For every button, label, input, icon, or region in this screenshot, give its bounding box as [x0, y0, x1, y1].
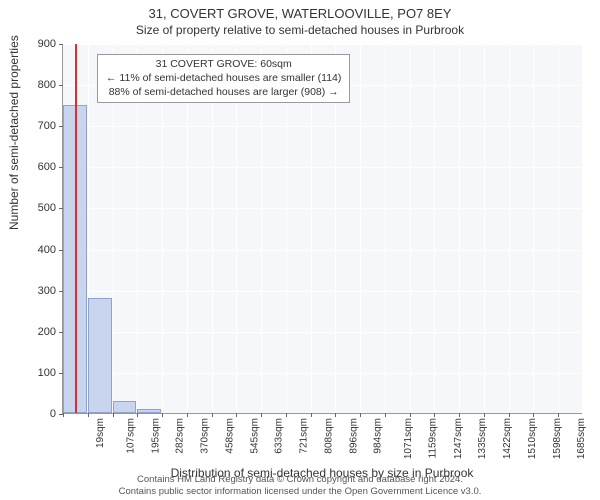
y-tick-label: 500	[26, 202, 56, 214]
x-tick-label: 1685sqm	[577, 418, 588, 459]
x-tick-mark	[484, 413, 485, 417]
gridline-h	[63, 291, 582, 292]
gridline-h	[63, 373, 582, 374]
y-tick-label: 300	[26, 285, 56, 297]
gridline-v	[385, 44, 386, 413]
plot-outer: 31 COVERT GROVE: 60sqm← 11% of semi-deta…	[62, 44, 582, 414]
gridline-v	[410, 44, 411, 413]
plot-area: 31 COVERT GROVE: 60sqm← 11% of semi-deta…	[62, 44, 582, 414]
gridline-h	[63, 126, 582, 127]
x-tick-label: 1247sqm	[453, 418, 464, 459]
y-tick-label: 800	[26, 79, 56, 91]
x-tick-mark	[88, 413, 89, 417]
x-tick-mark	[187, 413, 188, 417]
x-tick-mark	[236, 413, 237, 417]
y-tick-label: 600	[26, 161, 56, 173]
x-tick-label: 984sqm	[373, 418, 384, 454]
x-tick-mark	[434, 413, 435, 417]
y-tick-label: 0	[26, 408, 56, 420]
x-tick-mark	[335, 413, 336, 417]
x-tick-mark	[459, 413, 460, 417]
x-tick-mark	[385, 413, 386, 417]
x-tick-label: 808sqm	[323, 418, 334, 454]
bar	[137, 409, 161, 413]
x-tick-label: 1159sqm	[427, 418, 438, 458]
y-tick-mark	[59, 44, 63, 45]
annotation-line-1: 31 COVERT GROVE: 60sqm	[106, 58, 341, 72]
x-tick-mark	[113, 413, 114, 417]
x-tick-mark	[533, 413, 534, 417]
gridline-v	[459, 44, 460, 413]
footer-attribution: Contains HM Land Registry data © Crown c…	[0, 474, 600, 498]
gridline-v	[360, 44, 361, 413]
gridline-h	[63, 208, 582, 209]
annotation-box: 31 COVERT GROVE: 60sqm← 11% of semi-deta…	[97, 54, 350, 103]
gridline-v	[558, 44, 559, 413]
y-tick-mark	[59, 85, 63, 86]
x-tick-label: 1510sqm	[527, 418, 538, 459]
x-tick-mark	[137, 413, 138, 417]
x-tick-mark	[162, 413, 163, 417]
gridline-v	[484, 44, 485, 413]
bar	[113, 401, 137, 413]
x-tick-label: 282sqm	[175, 418, 186, 454]
x-tick-label: 721sqm	[299, 418, 310, 454]
x-tick-label: 1071sqm	[403, 418, 414, 459]
gridline-v	[434, 44, 435, 413]
x-tick-label: 107sqm	[125, 418, 136, 454]
bar	[88, 298, 112, 413]
x-tick-mark	[212, 413, 213, 417]
chart-title-main: 31, COVERT GROVE, WATERLOOVILLE, PO7 8EY	[0, 0, 600, 21]
gridline-v	[533, 44, 534, 413]
x-tick-label: 1598sqm	[552, 418, 563, 459]
x-tick-mark	[410, 413, 411, 417]
y-tick-label: 200	[26, 326, 56, 338]
chart-container: 31, COVERT GROVE, WATERLOOVILLE, PO7 8EY…	[0, 0, 600, 500]
annotation-line-2: ← 11% of semi-detached houses are smalle…	[106, 72, 341, 86]
x-tick-mark	[63, 413, 64, 417]
y-tick-label: 400	[26, 244, 56, 256]
y-axis-title: Number of semi-detached properties	[7, 35, 21, 230]
gridline-h	[63, 44, 582, 45]
x-tick-label: 19sqm	[95, 418, 106, 448]
x-tick-label: 545sqm	[249, 418, 260, 454]
gridline-h	[63, 250, 582, 251]
y-tick-label: 900	[26, 38, 56, 50]
highlight-line	[75, 44, 77, 413]
x-tick-mark	[509, 413, 510, 417]
gridline-h	[63, 332, 582, 333]
x-tick-label: 370sqm	[200, 418, 211, 454]
x-tick-label: 1335sqm	[478, 418, 489, 459]
x-tick-label: 1422sqm	[502, 418, 513, 459]
footer-line-1: Contains HM Land Registry data © Crown c…	[0, 474, 600, 486]
x-tick-label: 195sqm	[150, 418, 161, 454]
x-tick-mark	[261, 413, 262, 417]
x-tick-mark	[311, 413, 312, 417]
x-tick-mark	[360, 413, 361, 417]
y-tick-label: 100	[26, 367, 56, 379]
annotation-line-3: 88% of semi-detached houses are larger (…	[106, 86, 341, 100]
x-tick-label: 896sqm	[348, 418, 359, 454]
gridline-v	[509, 44, 510, 413]
x-tick-mark	[558, 413, 559, 417]
chart-title-sub: Size of property relative to semi-detach…	[0, 21, 600, 37]
gridline-h	[63, 167, 582, 168]
x-tick-label: 633sqm	[274, 418, 285, 454]
footer-line-2: Contains public sector information licen…	[0, 486, 600, 498]
x-tick-label: 458sqm	[224, 418, 235, 454]
y-tick-label: 700	[26, 120, 56, 132]
x-tick-mark	[286, 413, 287, 417]
